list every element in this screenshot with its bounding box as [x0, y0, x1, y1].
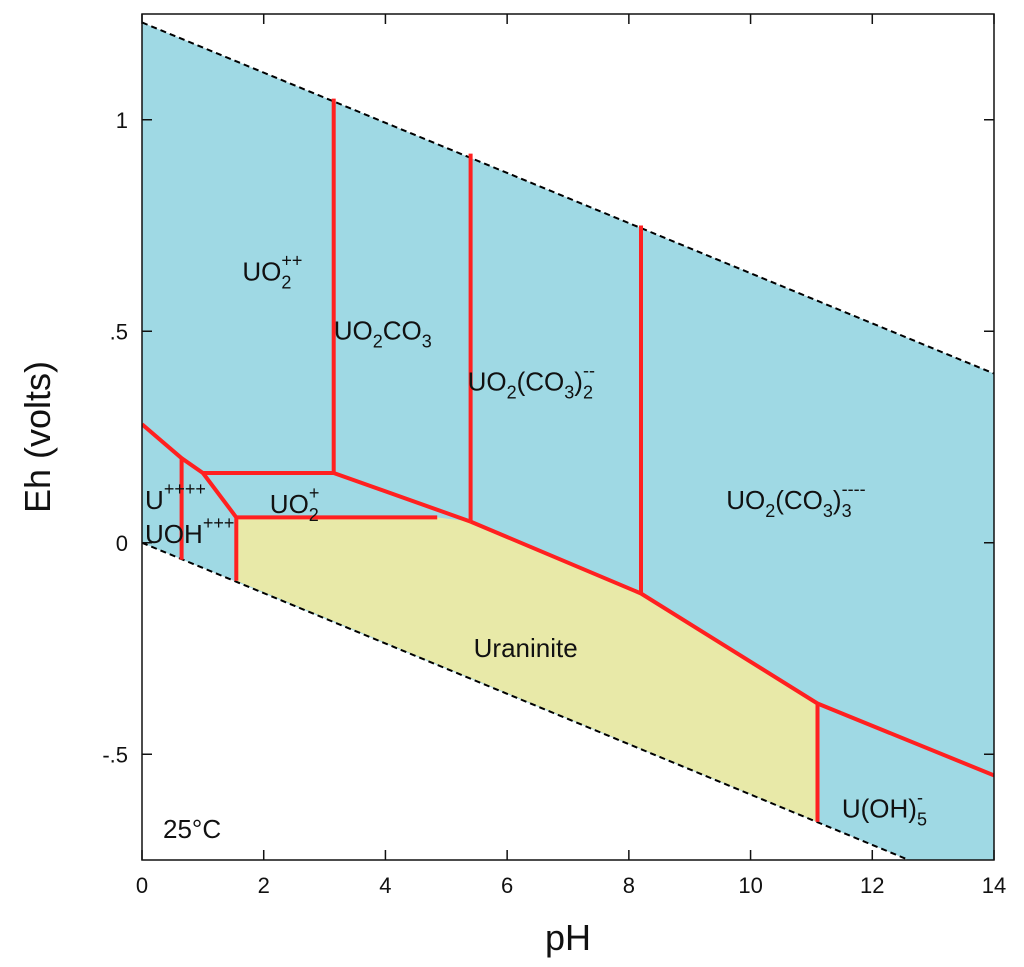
- x-tick-label: 14: [982, 873, 1006, 898]
- region-label-uo2pp: UO2++: [242, 250, 302, 292]
- region-label-uo2p: UO2+: [270, 483, 320, 525]
- x-tick-label: 2: [258, 873, 270, 898]
- x-tick-label: 10: [738, 873, 762, 898]
- region-label-uo2co33: UO2(CO3)3----: [726, 479, 865, 521]
- x-tick-label: 6: [501, 873, 513, 898]
- region-labels: UO2++ UO2CO3 UO2(CO3)2-- UO2(CO3)3---- U++++…: [145, 250, 927, 829]
- boundary-line-4: [331, 98, 472, 524]
- phase-boundaries: [142, 98, 994, 822]
- plot-frame: [141, 13, 995, 861]
- region-label-upppp: U++++: [145, 479, 206, 515]
- y-axis-title: Eh (volts): [17, 361, 58, 513]
- region-label-uo2co3: UO2CO3: [334, 316, 432, 352]
- axes: 0 2 4 6 8 10 12 14 -.5 0 .5 1: [102, 14, 1006, 898]
- water-stability-field: [142, 22, 994, 860]
- region-label-uohppp: UOH+++: [145, 513, 234, 549]
- y-tick-label: -.5: [102, 742, 128, 767]
- boundary-line-7: [469, 519, 994, 778]
- y-tick-label: 1: [116, 108, 128, 133]
- temperature-annotation: 25°C: [163, 814, 221, 844]
- plot-area: [142, 21, 994, 860]
- lower-water-limit: [142, 541, 910, 860]
- x-tick-label: 12: [860, 873, 884, 898]
- x-tick-label: 8: [623, 873, 635, 898]
- region-label-uraninite: Uraninite: [474, 633, 578, 663]
- y-tick-label: 0: [116, 531, 128, 556]
- region-label-uo2co32: UO2(CO3)2--: [468, 360, 595, 402]
- upper-water-limit: [142, 21, 994, 375]
- x-tick-label: 4: [379, 873, 391, 898]
- y-tick-label: .5: [110, 319, 128, 344]
- x-axis-title: pH: [545, 917, 591, 958]
- region-label-uoh5: U(OH)5-: [842, 788, 927, 830]
- uraninite-field: [236, 517, 818, 822]
- x-tick-label: 0: [136, 873, 148, 898]
